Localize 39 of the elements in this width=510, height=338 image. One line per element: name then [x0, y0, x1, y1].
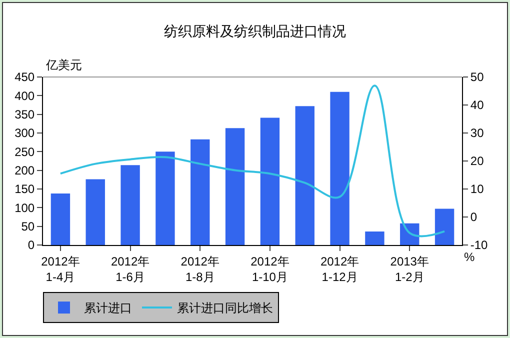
- chart-title: 纺织原料及纺织制品进口情况: [164, 23, 346, 40]
- y2-axis-title: %: [464, 250, 475, 264]
- y2-tick-label: 10: [470, 182, 484, 196]
- y-tick-label: 300: [14, 126, 35, 140]
- y2-tick-label: 50: [470, 70, 484, 84]
- bar: [295, 106, 314, 245]
- bar: [434, 208, 454, 245]
- bar: [50, 193, 70, 245]
- y2-tick-label: 0: [470, 210, 478, 224]
- legend-label: 累计进口同比增长: [177, 301, 273, 316]
- y2-tick-label: 30: [470, 126, 484, 140]
- y-tick-label: 450: [14, 70, 35, 84]
- bar: [225, 128, 245, 245]
- y-axis-title: 亿美元: [45, 58, 82, 72]
- bar: [86, 179, 105, 245]
- x-tick-label: 2012年 1-12月: [320, 254, 360, 284]
- bar: [190, 139, 210, 245]
- y2-tick-label: 20: [470, 154, 484, 168]
- x-tick-label: 2012年 1-4月: [41, 254, 80, 284]
- x-tick-label: 2013年 1-2月: [390, 254, 429, 284]
- x-tick-label: 2012年 1-6月: [110, 254, 150, 284]
- y-tick-label: 350: [14, 108, 35, 122]
- y-tick-label: 250: [14, 144, 35, 159]
- y-tick-label: 50: [21, 220, 35, 234]
- y-tick-label: 200: [14, 164, 35, 178]
- y-tick-label: 0: [28, 238, 35, 252]
- y-tick-label: 100: [14, 200, 35, 215]
- x-tick-label: 2012年 1-8月: [180, 254, 220, 284]
- bar: [365, 232, 384, 245]
- y2-tick-label: 40: [470, 98, 484, 112]
- y-tick-label: 400: [14, 88, 35, 103]
- y2-tick-label: -10: [470, 238, 488, 252]
- bar: [120, 165, 140, 245]
- bar: [330, 92, 350, 245]
- bar: [260, 118, 280, 245]
- y-tick-label: 150: [14, 182, 35, 196]
- legend-label: 累计进口: [84, 301, 132, 316]
- x-tick-label: 2012年 1-10月: [250, 254, 290, 284]
- bar: [156, 152, 175, 245]
